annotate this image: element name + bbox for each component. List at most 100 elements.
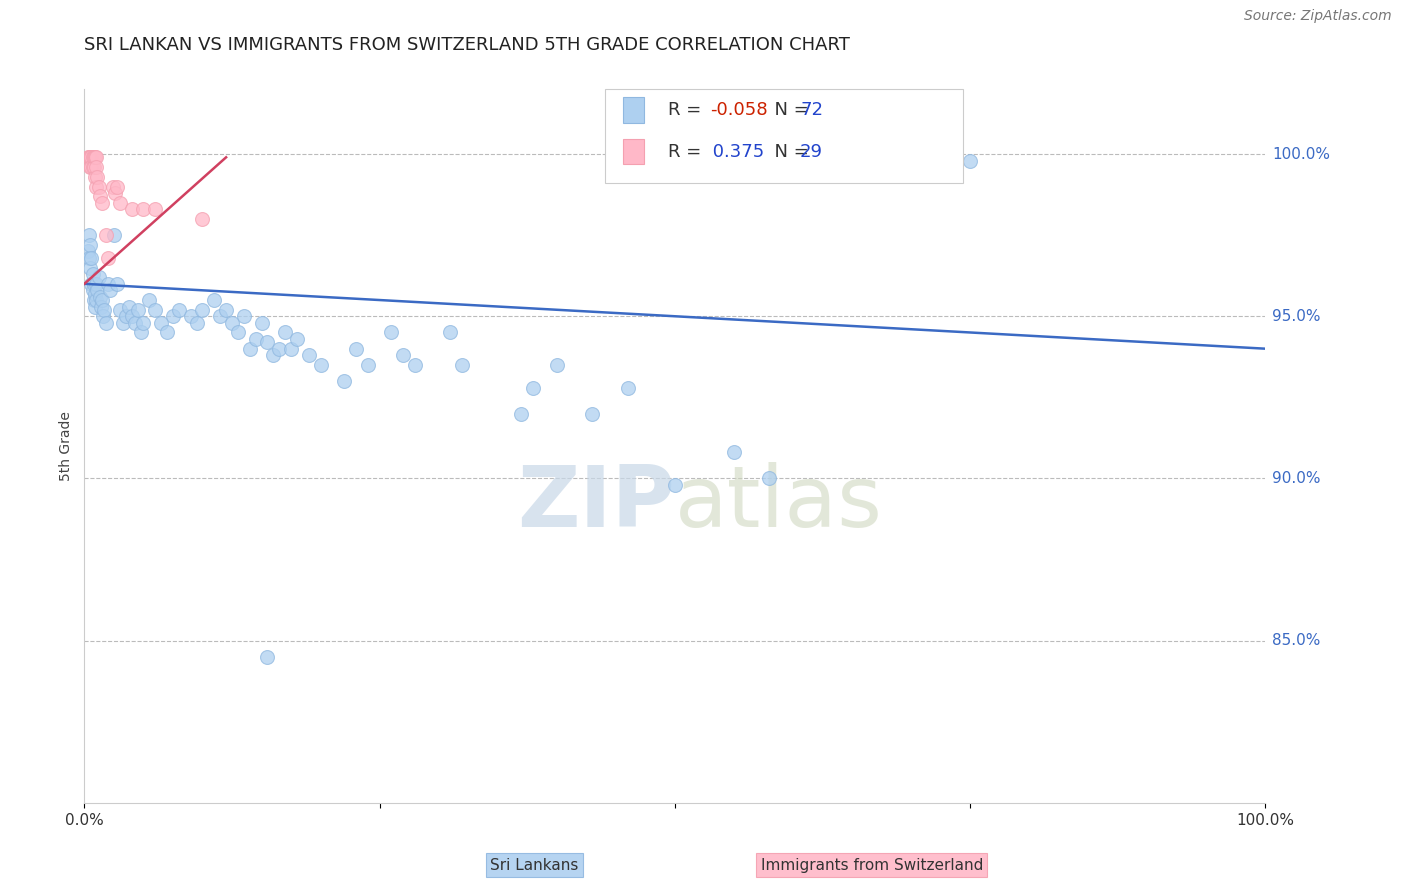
Point <box>124 316 146 330</box>
Point <box>107 277 129 291</box>
Point <box>138 293 160 307</box>
Point <box>77 150 100 164</box>
Point <box>239 342 262 356</box>
Text: 100.0%: 100.0% <box>1272 146 1330 161</box>
Point <box>380 326 402 340</box>
Point <box>86 283 108 297</box>
Point <box>83 293 105 307</box>
Point <box>79 238 101 252</box>
Text: N =: N = <box>763 143 815 161</box>
Point <box>83 277 105 291</box>
Text: 85.0%: 85.0% <box>1272 633 1320 648</box>
Point <box>84 150 107 164</box>
Text: N =: N = <box>763 101 815 119</box>
Point <box>202 293 225 307</box>
Point <box>404 358 426 372</box>
Point <box>758 471 780 485</box>
Text: SRI LANKAN VS IMMIGRANTS FROM SWITZERLAND 5TH GRADE CORRELATION CHART: SRI LANKAN VS IMMIGRANTS FROM SWITZERLAN… <box>84 36 851 54</box>
Point <box>143 202 166 217</box>
Point <box>221 316 243 330</box>
Y-axis label: 5th Grade: 5th Grade <box>59 411 73 481</box>
Point <box>84 293 107 307</box>
Point <box>108 302 131 317</box>
Text: 95.0%: 95.0% <box>1272 309 1320 324</box>
Text: 0.375: 0.375 <box>707 143 765 161</box>
Point <box>180 310 202 324</box>
Point <box>103 228 125 243</box>
Point <box>298 348 321 362</box>
Point <box>546 358 568 372</box>
Point <box>226 326 249 340</box>
Point <box>91 195 114 210</box>
Point <box>79 260 101 275</box>
Point <box>143 302 166 317</box>
Point <box>80 160 103 174</box>
Point <box>107 179 129 194</box>
Point <box>91 293 114 307</box>
Point <box>98 283 121 297</box>
Point <box>118 300 141 314</box>
Point <box>97 277 120 291</box>
Point <box>89 290 111 304</box>
Point <box>84 277 107 291</box>
Point <box>723 445 745 459</box>
Point <box>309 358 332 372</box>
Point <box>84 150 107 164</box>
Point <box>959 153 981 168</box>
Point <box>84 179 107 194</box>
Point <box>121 202 143 217</box>
Text: R =: R = <box>668 143 707 161</box>
Point <box>156 326 179 340</box>
Point <box>114 310 136 324</box>
Point <box>84 169 107 184</box>
Point <box>167 302 190 317</box>
Point <box>250 316 273 330</box>
Point <box>108 195 131 210</box>
Point <box>121 310 143 324</box>
Point <box>269 342 291 356</box>
Point <box>91 310 114 324</box>
Point <box>280 342 302 356</box>
Point <box>262 348 284 362</box>
Point <box>94 316 117 330</box>
Point <box>90 300 112 314</box>
Point <box>77 244 100 259</box>
Point <box>510 407 533 421</box>
Point <box>191 302 214 317</box>
Point <box>581 407 603 421</box>
Point <box>274 326 297 340</box>
Point <box>245 332 267 346</box>
Point <box>83 160 105 174</box>
Point <box>82 283 104 297</box>
Point <box>451 358 474 372</box>
Point <box>97 251 120 265</box>
Point <box>94 228 117 243</box>
Point <box>80 277 103 291</box>
Text: Sri Lankans: Sri Lankans <box>491 858 578 872</box>
Point <box>129 326 152 340</box>
Point <box>191 211 214 226</box>
Point <box>344 342 367 356</box>
Point <box>132 202 155 217</box>
Text: atlas: atlas <box>675 461 883 545</box>
Point <box>256 335 278 350</box>
Text: 90.0%: 90.0% <box>1272 471 1320 486</box>
Point <box>79 160 101 174</box>
Text: 29: 29 <box>800 143 823 161</box>
Point <box>101 179 124 194</box>
Point <box>87 270 110 285</box>
Point <box>209 310 232 324</box>
Point <box>89 189 111 203</box>
Point <box>77 228 100 243</box>
Point <box>104 186 127 200</box>
Point <box>285 332 308 346</box>
Point <box>77 150 100 164</box>
Point <box>82 160 104 174</box>
Point <box>186 316 208 330</box>
Point <box>256 649 278 664</box>
Point <box>80 150 103 164</box>
Point <box>392 348 415 362</box>
Text: 72: 72 <box>800 101 823 119</box>
Text: Immigrants from Switzerland: Immigrants from Switzerland <box>761 858 983 872</box>
Point <box>82 267 104 281</box>
